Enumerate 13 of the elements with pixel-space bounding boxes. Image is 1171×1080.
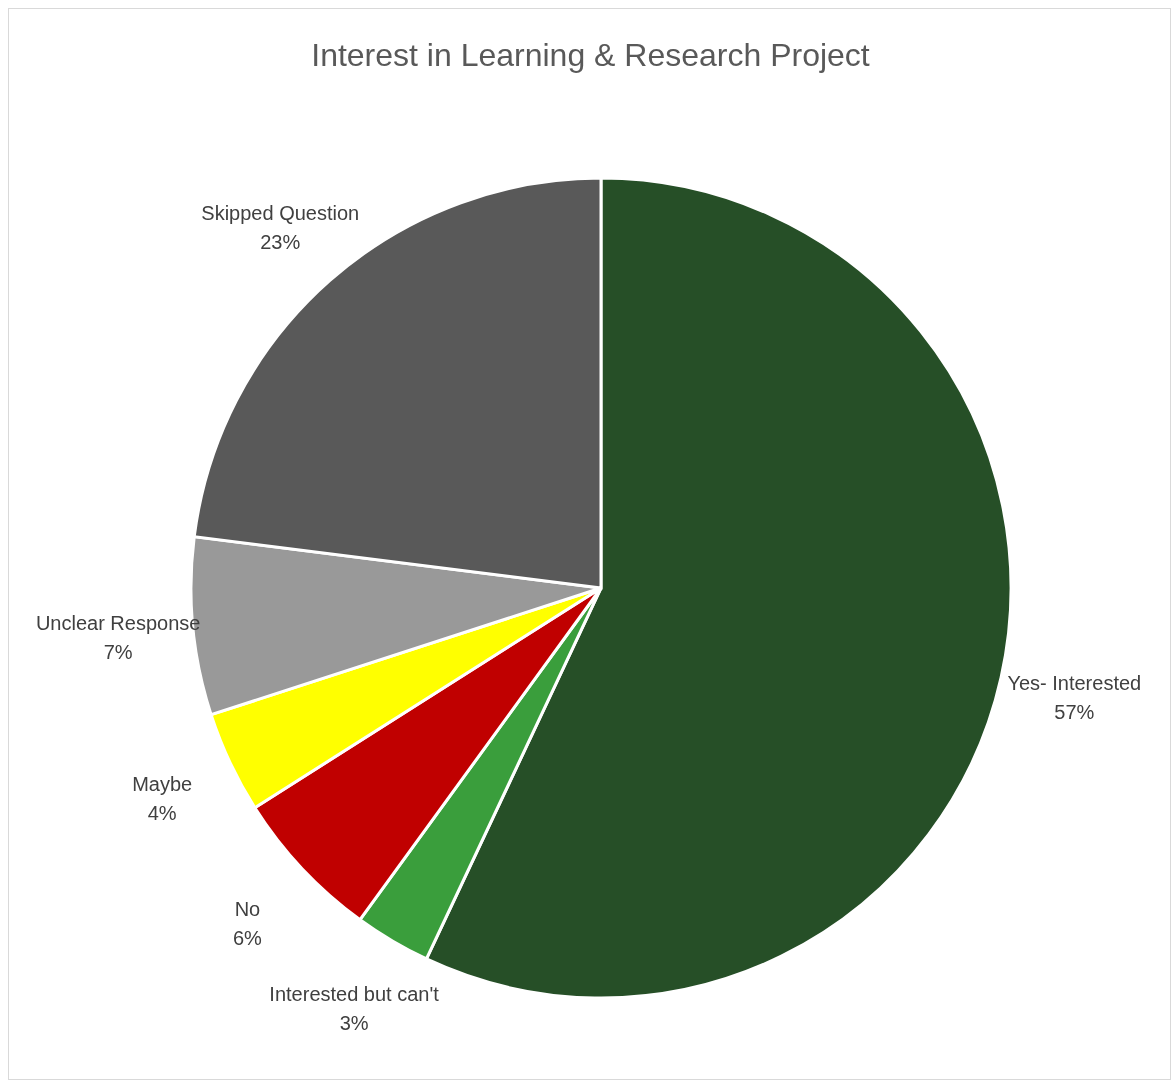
- slice-label: Maybe: [132, 772, 193, 795]
- data-label: 23%: [260, 231, 301, 254]
- data-label: 7%: [103, 640, 133, 663]
- slice-label: No: [234, 898, 261, 921]
- slice-label: Skipped Question: [201, 202, 360, 225]
- data-label: 4%: [147, 801, 177, 824]
- slice-label: Yes- Interested: [1007, 671, 1142, 694]
- data-label: 6%: [233, 927, 263, 950]
- chart-title: Interest in Learning & Research Project: [310, 37, 871, 74]
- slice-label: Unclear Response: [35, 611, 201, 634]
- data-label: 3%: [339, 1012, 369, 1035]
- data-label: 57%: [1054, 700, 1095, 723]
- slice-label: Interested but can't: [269, 983, 440, 1006]
